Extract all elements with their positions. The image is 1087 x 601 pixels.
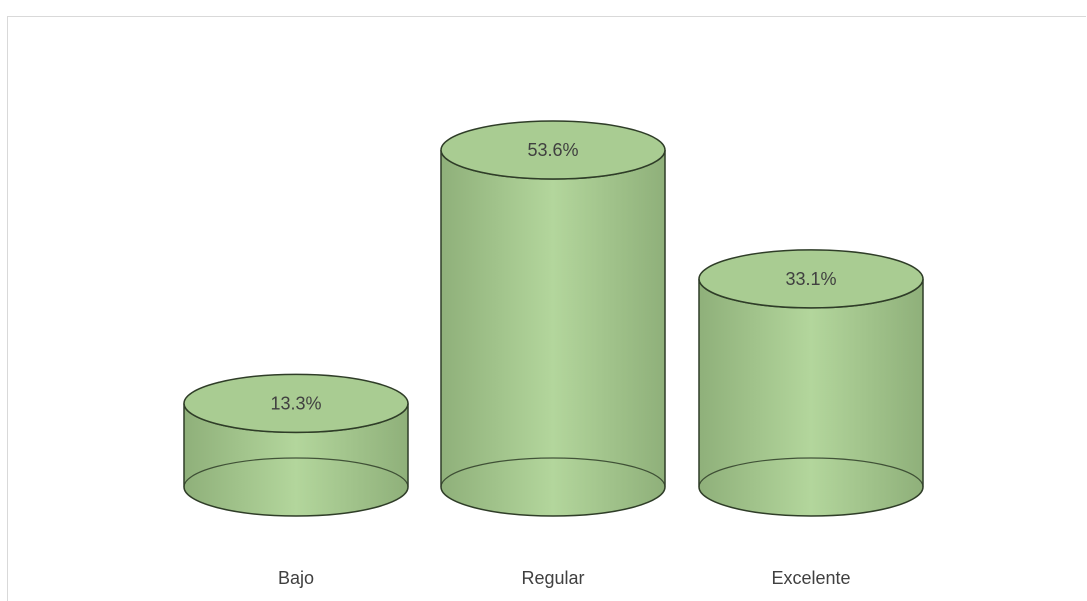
cylinder-base-back-excelente (698, 457, 924, 488)
category-label-regular: Regular (521, 568, 584, 588)
value-label-bajo: 13.3% (270, 393, 321, 413)
cylinder-top-regular (440, 120, 666, 180)
cylinder-body-excelente (698, 278, 924, 517)
cylinder-top-bajo (183, 373, 409, 434)
cylinder-base-back-bajo (183, 457, 409, 488)
category-label-bajo: Bajo (278, 568, 314, 588)
cylinder-top-excelente (698, 249, 924, 309)
category-label-excelente: Excelente (771, 568, 850, 588)
value-label-excelente: 33.1% (785, 269, 836, 289)
cylinder-base-back-regular (440, 457, 666, 488)
cylinder-regular: 53.6% (440, 120, 666, 517)
cylinder-body-regular (440, 149, 666, 517)
cylinder-excelente: 33.1% (698, 249, 924, 517)
chart-frame (7, 16, 1086, 601)
cylinder-group: 13.3% 53.6% 33.1% (183, 120, 924, 517)
value-label-regular: 53.6% (527, 140, 578, 160)
cylinder-bajo: 13.3% (183, 373, 409, 517)
category-labels: Bajo Regular Excelente (278, 568, 851, 588)
